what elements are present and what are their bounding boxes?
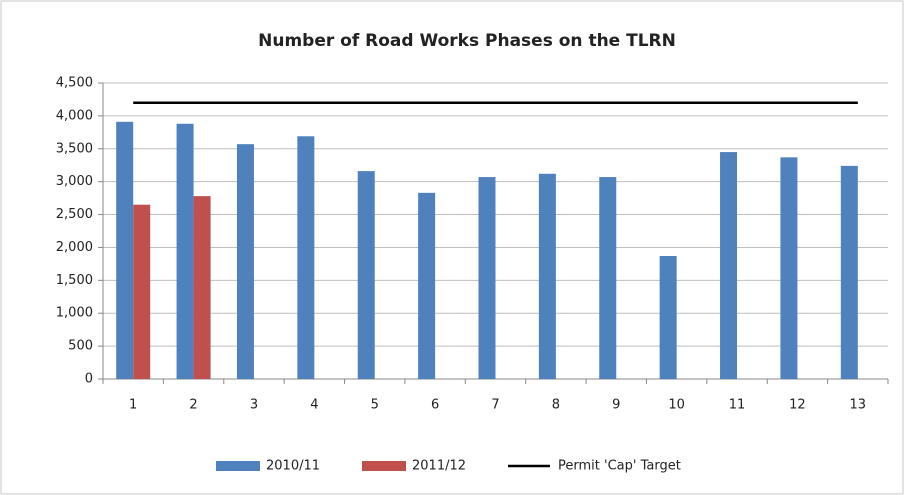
legend-swatch <box>216 461 260 471</box>
x-tick-label: 7 <box>491 398 499 413</box>
x-tick-label: 8 <box>552 398 560 413</box>
x-tick-label: 4 <box>310 398 318 413</box>
bar <box>116 121 134 379</box>
y-tick-label: 3,500 <box>56 141 93 156</box>
x-tick-label: 9 <box>612 398 620 413</box>
bar <box>538 173 556 379</box>
bar <box>599 177 617 379</box>
bar <box>418 192 436 379</box>
chart-title: Number of Road Works Phases on the TLRN <box>258 31 676 51</box>
y-tick-label: 2,500 <box>56 207 93 222</box>
legend-swatch <box>362 461 406 471</box>
bar <box>478 177 496 379</box>
x-tick-label: 3 <box>250 398 258 413</box>
x-tick-label: 10 <box>668 398 685 413</box>
x-tick-label: 5 <box>371 398 379 413</box>
x-tick-label: 13 <box>850 398 867 413</box>
bar <box>357 171 375 379</box>
legend-label: 2011/12 <box>412 459 466 474</box>
y-tick-label: 1,500 <box>56 273 93 288</box>
bar <box>659 255 677 379</box>
bar <box>297 136 315 379</box>
x-tick-label: 1 <box>129 398 137 413</box>
y-tick-label: 4,000 <box>56 108 93 123</box>
y-tick-label: 4,500 <box>56 76 93 91</box>
bar <box>236 144 254 379</box>
bar <box>780 157 798 379</box>
legend-label: Permit 'Cap' Target <box>558 459 681 474</box>
x-tick-label: 11 <box>729 398 746 413</box>
y-tick-label: 0 <box>85 372 93 387</box>
bar <box>176 123 194 379</box>
y-tick-label: 3,000 <box>56 174 93 189</box>
bar <box>133 204 151 379</box>
bar <box>720 152 738 379</box>
legend-label: 2010/11 <box>266 459 320 474</box>
y-tick-label: 2,000 <box>56 240 93 255</box>
x-tick-label: 6 <box>431 398 439 413</box>
y-tick-label: 500 <box>68 339 93 354</box>
bar <box>193 196 211 379</box>
y-tick-label: 1,000 <box>56 306 93 321</box>
x-tick-label: 2 <box>189 398 197 413</box>
x-tick-label: 12 <box>789 398 806 413</box>
bar <box>840 165 858 379</box>
